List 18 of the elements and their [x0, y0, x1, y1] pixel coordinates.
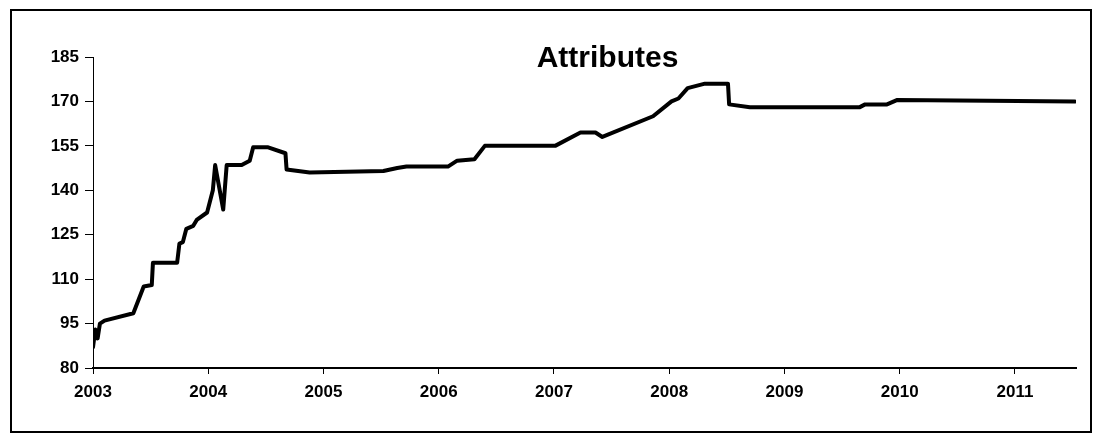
- x-tick-label: 2008: [650, 381, 689, 401]
- x-tick-label: 2009: [765, 381, 804, 401]
- y-tick-label: 170: [50, 91, 79, 111]
- x-tick-label: 2010: [880, 381, 919, 401]
- chart-title: Attributes: [536, 40, 679, 74]
- y-tick-label: 95: [60, 313, 79, 333]
- x-tick-label: 2003: [74, 381, 112, 401]
- y-tick-label: 140: [50, 179, 79, 199]
- y-tick-label: 110: [51, 268, 79, 288]
- x-tick-label: 2004: [189, 381, 228, 401]
- x-tick-label: 2007: [535, 381, 573, 401]
- y-tick-label: 80: [60, 357, 79, 377]
- y-tick-label: 125: [50, 224, 79, 244]
- y-tick-label: 185: [50, 46, 79, 66]
- x-tick-label: 2005: [304, 381, 343, 401]
- x-tick-label: 2011: [996, 381, 1034, 401]
- y-tick-label: 155: [50, 135, 79, 155]
- x-tick-label: 2006: [419, 381, 458, 401]
